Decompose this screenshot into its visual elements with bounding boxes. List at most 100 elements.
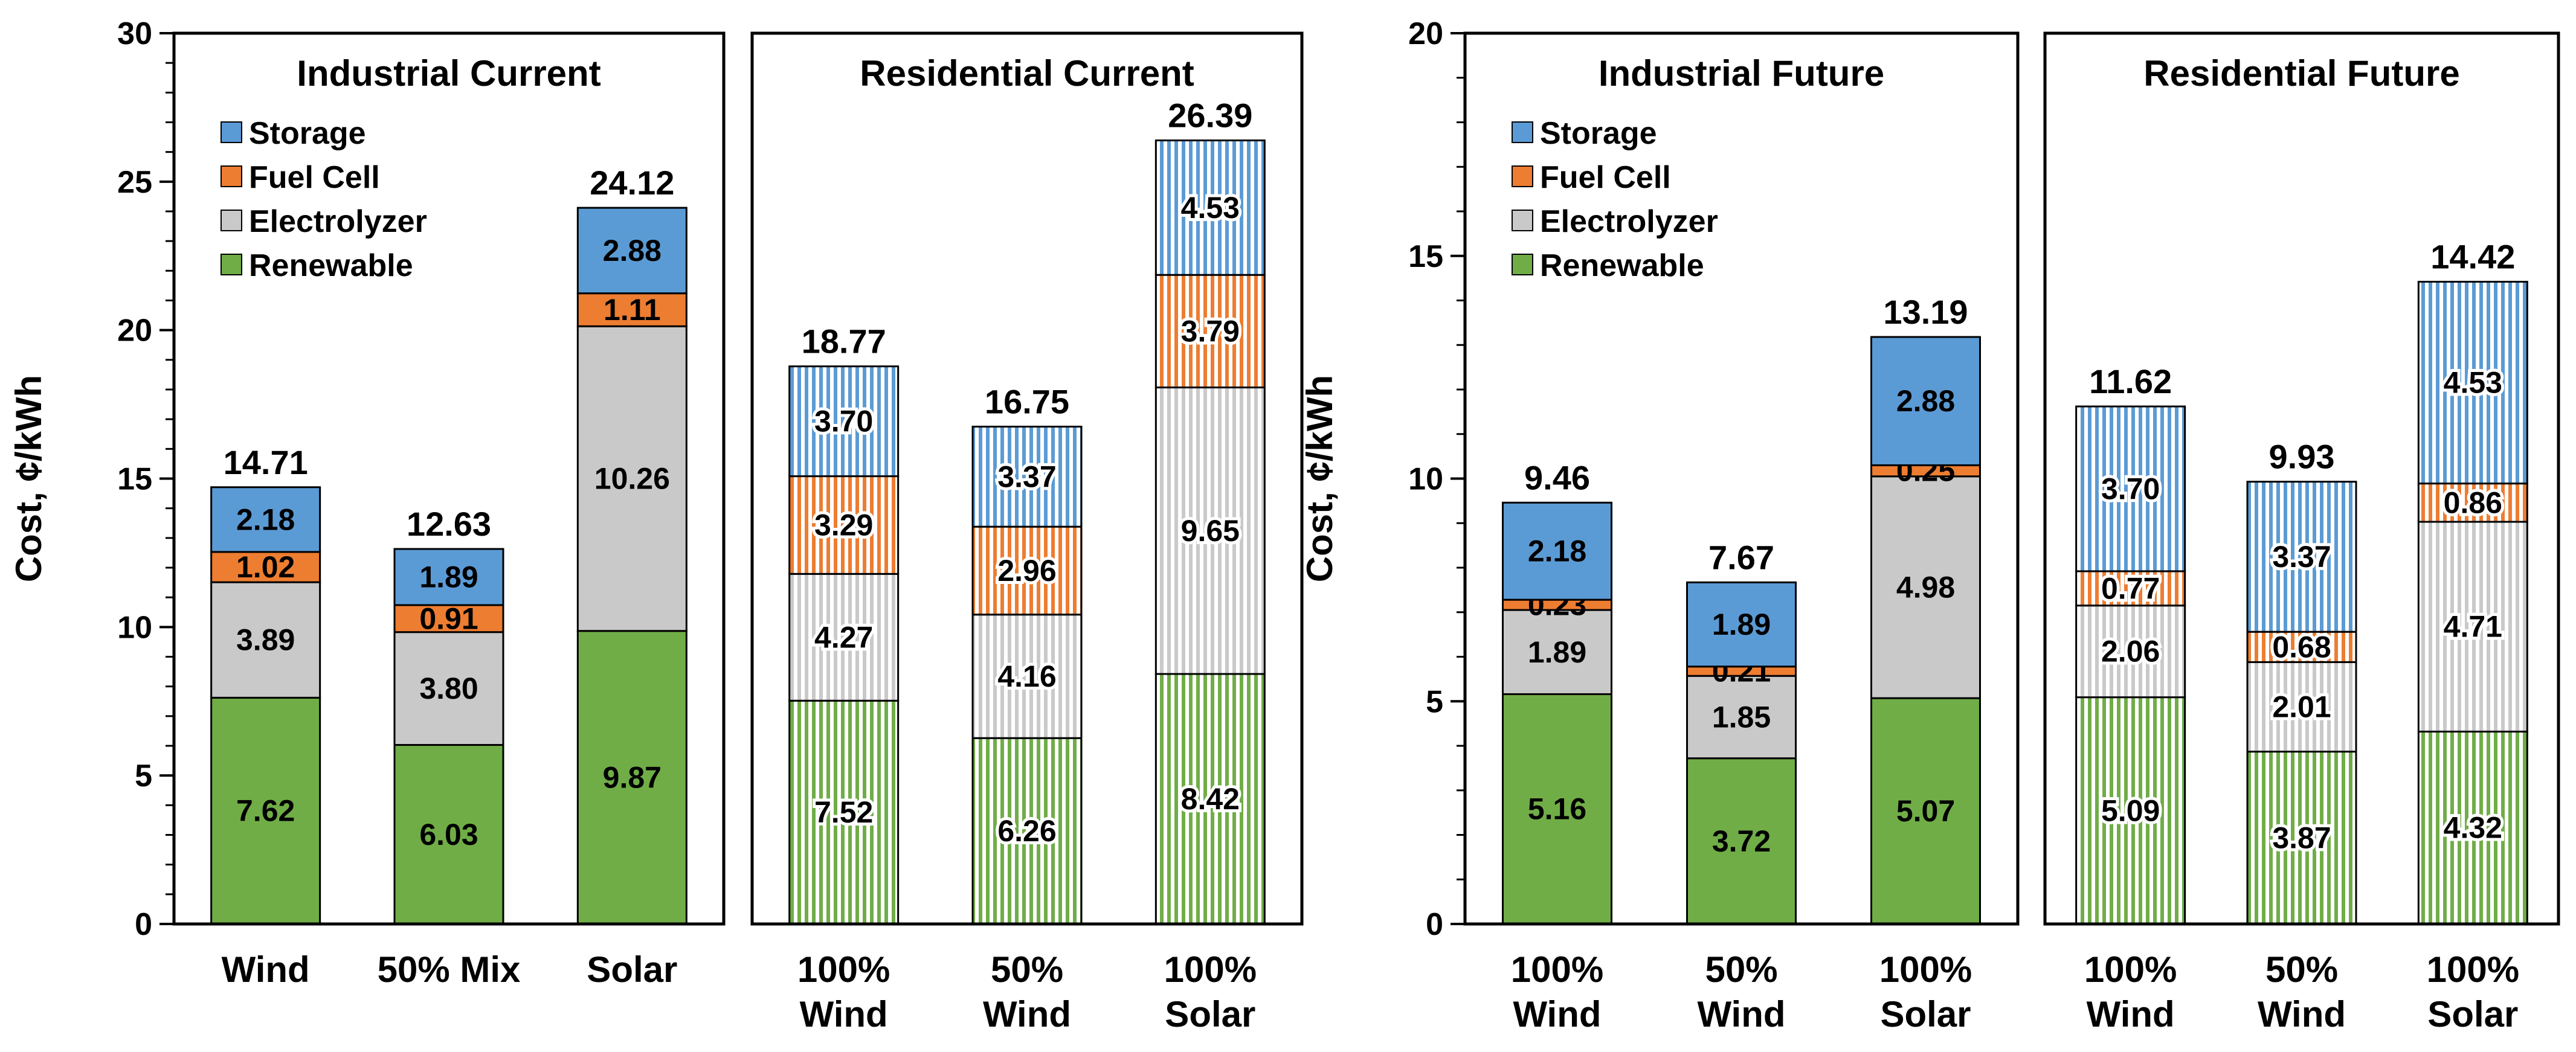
data-label-electrolyzer: 10.26 (594, 462, 670, 496)
data-label-storage: 1.89 (419, 560, 478, 594)
data-label-fuel-cell: 0.77 (2101, 571, 2160, 605)
category-label: 100% (2427, 949, 2519, 990)
bars: 5.09 2.06 0.77 3.70 11.62 3.87 2.01 0.68 3.37 9.9… (2075, 238, 2528, 925)
data-label-electrolyzer: 4.98 (1896, 570, 1955, 604)
data-label-electrolyzer: 4.71 (2444, 610, 2502, 644)
legend-label-electrolyzer: Electrolyzer (249, 204, 427, 239)
data-label-storage: 2.18 (1528, 534, 1586, 568)
bar-segment-electrolyzer (1502, 609, 1612, 695)
data-label-electrolyzer: 1.89 (1528, 635, 1586, 669)
bar-segment-storage (1154, 139, 1266, 276)
category-label: 100% (797, 949, 890, 990)
y-tick-label: 20 (117, 313, 152, 348)
data-label-renewable: 5.16 (1528, 792, 1586, 826)
panel-residential-current: 7.52 4.27 3.29 3.70 18.77 6.26 4.16 2.96 3.37 16.… (750, 31, 1304, 1034)
bar-segment-storage (971, 425, 1083, 528)
data-label-renewable: 5.07 (1896, 794, 1955, 828)
plot-frame (2043, 31, 2560, 926)
total-label: 7.67 (1708, 538, 1774, 576)
total-label: 14.42 (2430, 238, 2515, 276)
bar-segment-renewable (2417, 730, 2528, 925)
legend-swatch-renewable (1512, 254, 1533, 275)
legend-swatch-electrolyzer (1512, 210, 1533, 231)
bar-segment-fuel-cell (2417, 483, 2528, 523)
data-label-fuel-cell: 2.96 (997, 554, 1056, 588)
total-label: 16.75 (985, 382, 1069, 420)
panel-residential-future: 5.09 2.06 0.77 3.70 11.62 3.87 2.01 0.68 3.37 9.9… (2043, 31, 2560, 1034)
total-label: 24.12 (590, 164, 674, 202)
bar-segment-fuel-cell (2075, 570, 2186, 607)
bar-segment-electrolyzer (576, 325, 687, 632)
bar-segment-storage (210, 486, 321, 553)
category-label: 50% Mix (378, 949, 521, 990)
bar-segment-electrolyzer (393, 631, 504, 746)
legend-swatch-storage (1512, 121, 1533, 143)
category-label: Solar (587, 949, 677, 990)
category-label: Wind (1513, 994, 1601, 1034)
bar-segment-electrolyzer (2075, 605, 2186, 699)
bar-segment-fuel-cell (1154, 274, 1266, 389)
data-label-storage: 3.70 (2101, 472, 2160, 505)
plot-frame (1463, 31, 2020, 926)
y-tick-label: 0 (1426, 907, 1443, 942)
legend-label-storage: Storage (249, 116, 366, 151)
legend-label-fuel-cell: Fuel Cell (249, 160, 380, 195)
panel-industrial-current: 0 5 10 15 20 25 30 Cost, ¢/kWh 7.62 3.89 1.02 2.18 1… (8, 16, 726, 990)
bar-segment-electrolyzer (210, 581, 321, 699)
y-tick-label: 5 (135, 759, 152, 794)
bar-segment-electrolyzer (1154, 386, 1266, 675)
y-tick-label: 15 (117, 462, 152, 497)
y-tick-label: 15 (1408, 239, 1443, 274)
bar-segment-storage (1686, 581, 1797, 668)
data-label-fuel-cell: 1.11 (604, 293, 661, 327)
category-label: 50% (991, 949, 1063, 990)
data-label-electrolyzer: 4.27 (814, 620, 873, 654)
data-label-storage: 4.53 (1181, 191, 1240, 225)
legend: Storage Fuel Cell Electrolyzer Renewable (221, 116, 427, 283)
category-label: 100% (2084, 949, 2177, 990)
data-label-renewable: 7.52 (814, 795, 873, 829)
data-label-fuel-cell: 0.91 (419, 601, 478, 635)
bar-segment-electrolyzer (1870, 475, 1981, 699)
bar-segment-storage (393, 548, 504, 606)
data-label-electrolyzer: 3.80 (419, 672, 478, 705)
category-label: Wind (222, 949, 310, 990)
y-axis-title: Cost, ¢/kWh (1299, 375, 1340, 582)
bar-segment-electrolyzer (971, 614, 1083, 739)
data-label-storage: 1.89 (1712, 608, 1771, 641)
data-label-electrolyzer: 2.06 (2101, 635, 2160, 669)
category-label: Wind (1697, 994, 1785, 1034)
legend-label-renewable: Renewable (1540, 248, 1704, 283)
plot-frame (172, 31, 726, 926)
category-label: Wind (2258, 994, 2346, 1034)
bar-segment-renewable (2246, 751, 2357, 925)
data-label-storage: 2.18 (236, 502, 295, 536)
legend-swatch-storage (221, 121, 242, 143)
data-label-fuel-cell: 0.86 (2444, 486, 2502, 519)
category-label: Wind (983, 994, 1071, 1034)
data-label-electrolyzer: 4.16 (997, 659, 1056, 693)
data-label-electrolyzer: 2.01 (2272, 690, 2331, 723)
data-label-renewable: 6.26 (997, 814, 1056, 848)
legend-swatch-fuel-cell (1512, 165, 1533, 187)
bar-segment-renewable (210, 696, 321, 925)
bar-segment-renewable (1686, 757, 1797, 925)
bar-segment-fuel-cell (2246, 630, 2357, 663)
data-label-renewable: 3.87 (2272, 821, 2331, 855)
data-label-storage: 3.37 (997, 460, 1056, 493)
bars: 7.62 3.89 1.02 2.18 14.71 6.03 3.80 0.91 1.89 12.… (210, 164, 687, 925)
bar-segment-renewable (576, 630, 687, 925)
data-label-fuel-cell: 1.02 (236, 550, 295, 584)
category-label: 100% (1511, 949, 1603, 990)
bar-segment-renewable (2075, 696, 2186, 925)
legend-label-renewable: Renewable (249, 248, 413, 283)
legend-label-storage: Storage (1540, 116, 1657, 151)
data-label-renewable: 4.32 (2444, 811, 2502, 845)
category-label: Wind (2087, 994, 2175, 1034)
data-label-fuel-cell: 3.79 (1181, 314, 1240, 348)
y-tick-label: 5 (1426, 684, 1443, 719)
legend-swatch-fuel-cell (221, 165, 242, 187)
panel-title: Industrial Current (297, 53, 601, 94)
